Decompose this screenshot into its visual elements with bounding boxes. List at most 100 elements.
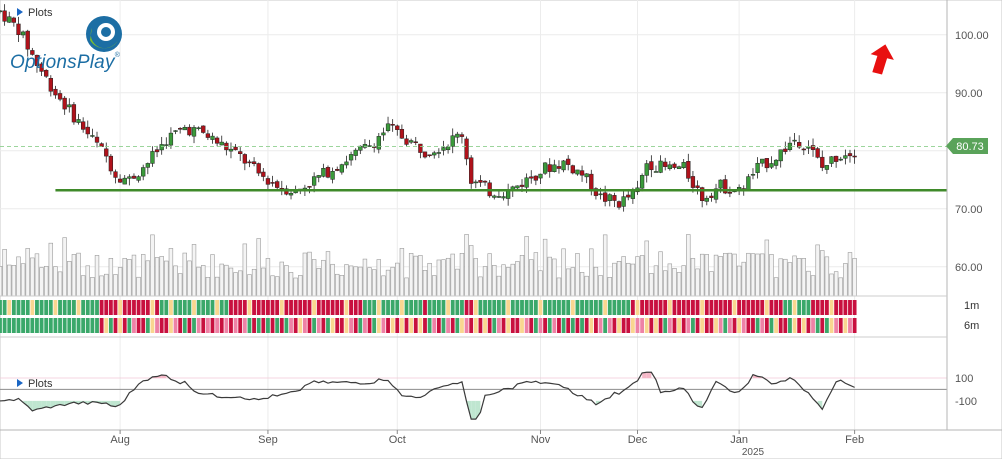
candle (413, 136, 418, 146)
volume-bar (293, 277, 298, 297)
band-cell-6m (21, 318, 26, 333)
band-cell-6m (233, 318, 238, 333)
band-cell-1m (557, 300, 561, 315)
candle (676, 165, 682, 170)
band-cell-1m (524, 300, 529, 315)
volume-bar (381, 275, 386, 297)
band-cell-1m (326, 300, 330, 315)
volume-bar (699, 253, 705, 297)
volume-bar (602, 234, 608, 297)
candle (663, 157, 668, 171)
band-cell-6m (580, 318, 584, 333)
candle-body (385, 123, 391, 131)
candle (67, 98, 72, 113)
candle-body (459, 134, 465, 137)
band-cell-6m (783, 318, 788, 333)
band-cell-6m (215, 318, 220, 333)
candle (238, 147, 243, 162)
candle (570, 164, 575, 175)
volume-bar (843, 263, 848, 297)
candle (427, 154, 432, 158)
band-cell-1m (501, 300, 506, 315)
band-cell-1m (806, 300, 811, 315)
candle-body (81, 121, 86, 130)
x-tick-label: Jan (730, 434, 748, 446)
volume-bar (773, 277, 779, 297)
band-cell-1m (205, 300, 210, 315)
candle-body (210, 135, 215, 140)
volume-bar (778, 258, 783, 297)
candle-body (122, 177, 127, 185)
candle (34, 54, 40, 73)
volume-bar (455, 268, 460, 297)
volume-bar (168, 248, 174, 297)
band-cell-6m (141, 318, 146, 333)
volume-bar (376, 259, 381, 297)
volume-bar (418, 255, 423, 297)
band-cell-6m (644, 318, 649, 333)
volume-bar (99, 275, 104, 297)
band-cell-1m (510, 300, 515, 315)
band-cell-1m (496, 300, 501, 315)
candle-body (251, 161, 257, 165)
x-tick-label: Aug (110, 434, 130, 446)
candle-body (815, 148, 820, 158)
band-cell-1m (201, 300, 206, 315)
candle-body (469, 157, 474, 184)
candle-body (820, 156, 825, 168)
candle-body (288, 192, 294, 196)
band-cell-1m (132, 300, 136, 315)
band-cell-6m (395, 318, 400, 333)
volume-bar (242, 243, 248, 297)
candle (321, 163, 326, 178)
volume-bar (335, 273, 340, 297)
band-cell-1m (792, 300, 797, 315)
candle (566, 155, 571, 171)
band-cell-1m (21, 300, 26, 315)
main-plots-toggle[interactable]: Plots (17, 7, 53, 19)
band-cell-6m (506, 318, 511, 333)
candle-body (201, 125, 206, 133)
band-cell-1m (275, 300, 280, 315)
band-cell-6m (709, 318, 714, 333)
band-cell-1m (515, 300, 520, 315)
band-cell-6m (35, 318, 39, 333)
candle-body (584, 173, 589, 178)
band-cell-1m (584, 300, 589, 315)
candle-body (792, 139, 797, 142)
band-cell-6m (58, 318, 62, 333)
band-cell-6m (44, 318, 49, 333)
indicator-plots-toggle[interactable]: Plots (17, 378, 53, 390)
band-cell-6m (681, 318, 686, 333)
volume-bar (127, 259, 132, 297)
candle-body (547, 164, 552, 172)
band-cell-1m (219, 300, 224, 315)
volume-bar (496, 275, 502, 297)
candle-body (552, 164, 557, 172)
volume-bar (432, 275, 437, 297)
candle (145, 162, 150, 175)
volume-bar (556, 277, 562, 297)
band-cell-6m (598, 318, 603, 333)
candle (201, 125, 206, 134)
band-cell-1m (506, 300, 511, 315)
candle (159, 136, 164, 155)
band-cell-1m (686, 300, 691, 315)
candle (653, 165, 659, 173)
y-tick-label: 100.00 (955, 30, 989, 42)
band-cell-6m (797, 318, 802, 333)
candle-body (353, 149, 358, 156)
candle-body (381, 132, 386, 136)
oscillator-oversold-fill (32, 400, 37, 411)
band-cell-6m (436, 318, 441, 333)
band-cell-1m (113, 300, 118, 315)
band-cell-6m (450, 318, 455, 333)
band-cell-1m (224, 300, 229, 315)
candle-body (603, 192, 608, 202)
candle (57, 90, 63, 102)
candle (122, 175, 127, 185)
candle-body (556, 166, 562, 169)
band-cell-6m (90, 318, 95, 333)
volume-bar (667, 263, 673, 297)
candle-body (436, 152, 441, 154)
